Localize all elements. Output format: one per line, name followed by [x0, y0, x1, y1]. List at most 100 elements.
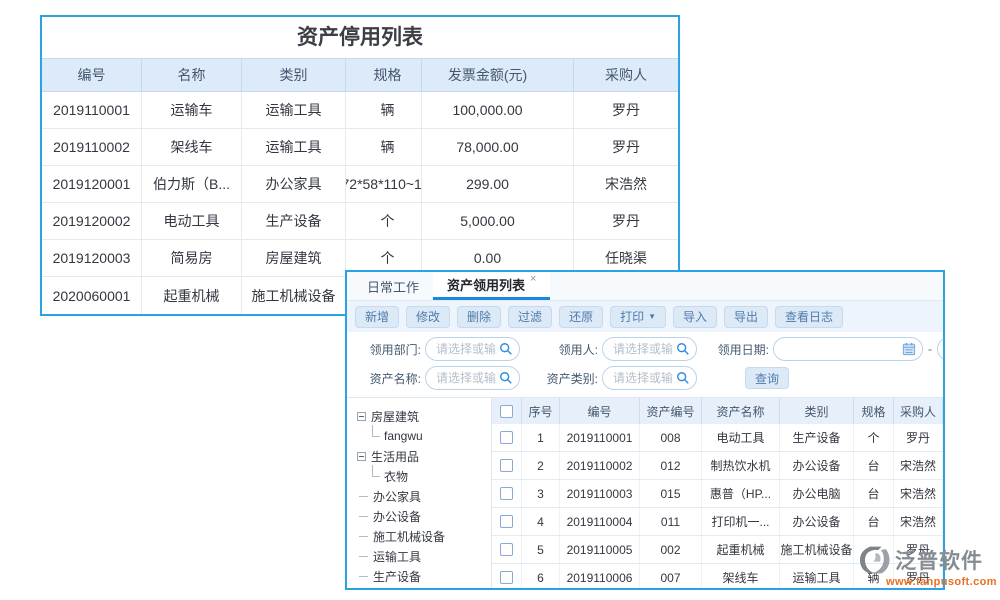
asset-number-link[interactable]: 2020060001: [42, 277, 142, 314]
asset-buyer-link[interactable]: 宋浩然: [605, 176, 647, 192]
tree-connector: [372, 465, 380, 477]
col-header-asset-name: 资产名称: [702, 398, 780, 424]
row-checkbox[interactable]: [500, 487, 513, 500]
asset-name-input[interactable]: [425, 366, 520, 390]
asset-buyer-link[interactable]: 任晓渠: [605, 250, 647, 266]
row-checkbox[interactable]: [500, 515, 513, 528]
asset-buyer-link[interactable]: 罗丹: [612, 102, 640, 118]
buyer-link[interactable]: 罗丹: [894, 564, 943, 588]
restore-button[interactable]: 还原: [559, 305, 604, 328]
search-icon[interactable]: [676, 371, 690, 385]
print-dropdown-button[interactable]: 打印 ▼: [610, 305, 667, 328]
query-button[interactable]: 查询: [745, 367, 790, 389]
asset-no-link[interactable]: 015: [640, 480, 702, 507]
asset-category: 生产设备: [242, 203, 346, 239]
row-checkbox[interactable]: [500, 431, 513, 444]
asset-name-link[interactable]: 制热饮水机: [702, 452, 780, 479]
tree-node-construction-machinery[interactable]: 施工机械设备: [357, 526, 491, 546]
tree-node-daily-goods[interactable]: 生活用品: [357, 446, 491, 466]
buyer-link[interactable]: 罗丹: [894, 536, 943, 563]
asset-number-link[interactable]: 2019120003: [42, 240, 142, 276]
col-header-number: 编号: [42, 59, 142, 91]
date-from-input[interactable]: [773, 337, 923, 361]
col-header-asset-no: 资产编号: [640, 398, 702, 424]
asset-name-link[interactable]: 电动工具: [142, 203, 242, 239]
dept-input[interactable]: [425, 337, 520, 361]
asset-no-link[interactable]: 012: [640, 452, 702, 479]
code-link[interactable]: 2019110005: [560, 536, 640, 563]
asset-name-link[interactable]: 电动工具: [702, 424, 780, 451]
spec-cell: 台: [854, 508, 894, 535]
code-link[interactable]: 2019110002: [560, 452, 640, 479]
date-range-separator: -: [928, 342, 932, 356]
add-button[interactable]: 新增: [355, 305, 400, 328]
asset-name-link[interactable]: 起重机械: [702, 536, 780, 563]
asset-number-link[interactable]: 2019120002: [42, 203, 142, 239]
buyer-link[interactable]: 宋浩然: [894, 508, 943, 535]
search-icon[interactable]: [676, 342, 690, 356]
asset-category-input[interactable]: [602, 366, 697, 390]
buyer-link[interactable]: 宋浩然: [894, 452, 943, 479]
select-all-checkbox[interactable]: [500, 404, 513, 418]
row-checkbox[interactable]: [500, 571, 513, 584]
code-link[interactable]: 2019110003: [560, 480, 640, 507]
asset-name-link[interactable]: 简易房: [142, 240, 242, 276]
asset-no-link[interactable]: 002: [640, 536, 702, 563]
search-icon[interactable]: [499, 371, 513, 385]
tab-asset-requisition-list[interactable]: 资产领用列表 ×: [433, 272, 551, 300]
category-cell: 办公电脑: [780, 480, 854, 507]
asset-no-link[interactable]: 008: [640, 424, 702, 451]
tree-node-housing[interactable]: 房屋建筑: [357, 406, 491, 426]
search-icon[interactable]: [499, 342, 513, 356]
close-icon[interactable]: ×: [530, 272, 537, 285]
asset-name-link[interactable]: 起重机械: [142, 277, 242, 314]
edit-button[interactable]: 修改: [406, 305, 451, 328]
tree-node-transport-tools[interactable]: 运输工具: [357, 546, 491, 566]
delete-button[interactable]: 删除: [457, 305, 502, 328]
date-label: 领用日期:: [717, 342, 769, 357]
asset-number-link[interactable]: 2019110002: [42, 129, 142, 165]
tree-node-office-equipment[interactable]: 办公设备: [357, 506, 491, 526]
asset-spec: 辆: [346, 129, 422, 165]
asset-buyer-link[interactable]: 罗丹: [612, 139, 640, 155]
tree-label: 房屋建筑: [371, 409, 420, 424]
button-label: 新增: [365, 310, 390, 324]
buyer-link[interactable]: 宋浩然: [894, 480, 943, 507]
asset-requisition-panel: 日常工作 资产领用列表 × 新增 修改 删除 过滤 还原 打印 ▼ 导入 导出 …: [345, 270, 945, 590]
collapse-icon[interactable]: [357, 411, 366, 421]
asset-name-link[interactable]: 运输车: [142, 92, 242, 128]
asset-number-link[interactable]: 2019120001: [42, 166, 142, 202]
code-link[interactable]: 2019110004: [560, 508, 640, 535]
code-link[interactable]: 2019110001: [560, 424, 640, 451]
asset-no-link[interactable]: 011: [640, 508, 702, 535]
asset-name-link[interactable]: 伯力斯（B...: [142, 166, 242, 202]
tree-node-production-equipment[interactable]: 生产设备: [357, 566, 491, 586]
row-checkbox[interactable]: [500, 543, 513, 556]
tree-label: 生产设备: [373, 569, 422, 584]
asset-name-link[interactable]: 架线车: [142, 129, 242, 165]
filter-button[interactable]: 过滤: [508, 305, 553, 328]
tree-node-office-furniture[interactable]: 办公家具: [357, 486, 491, 506]
tree-node-clothes[interactable]: 衣物: [357, 465, 491, 486]
table-row: 4 2019110004 011 打印机一... 办公设备 台 宋浩然: [492, 508, 943, 536]
buyer-link[interactable]: 罗丹: [894, 424, 943, 451]
collapse-icon[interactable]: [357, 451, 366, 461]
calendar-icon[interactable]: [902, 342, 916, 356]
view-log-button[interactable]: 查看日志: [775, 305, 844, 328]
asset-number-link[interactable]: 2019110001: [42, 92, 142, 128]
tree-node-fangwu[interactable]: fangwu: [357, 425, 491, 446]
tree-label: 施工机械设备: [373, 529, 446, 544]
date-to-input[interactable]: [937, 337, 943, 361]
asset-name-link[interactable]: 打印机一...: [702, 508, 780, 535]
import-button[interactable]: 导入: [673, 305, 718, 328]
tab-daily-work[interactable]: 日常工作: [353, 272, 433, 300]
asset-no-link[interactable]: 007: [640, 564, 702, 588]
col-header-category: 类别: [780, 398, 854, 424]
asset-name-link[interactable]: 架线车: [702, 564, 780, 588]
code-link[interactable]: 2019110006: [560, 564, 640, 588]
user-input[interactable]: [602, 337, 697, 361]
row-checkbox[interactable]: [500, 459, 513, 472]
export-button[interactable]: 导出: [724, 305, 769, 328]
asset-name-link[interactable]: 惠普（HP...: [702, 480, 780, 507]
asset-buyer-link[interactable]: 罗丹: [612, 213, 640, 229]
